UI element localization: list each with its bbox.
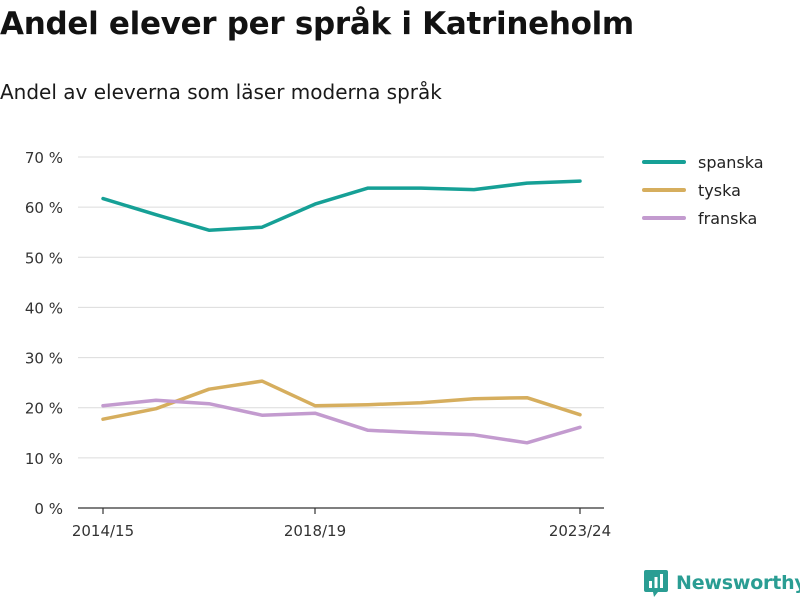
series-line-spanska: [101, 179, 582, 232]
y-tick-label: 20 %: [25, 400, 63, 418]
y-tick-label: 40 %: [25, 299, 63, 317]
brand-logo: Newsworthy: [644, 568, 800, 598]
x-tick-label: 2023/24: [549, 522, 611, 540]
legend-label: spanska: [698, 152, 764, 172]
y-tick-label: 70 %: [25, 149, 63, 167]
y-tick-label: 10 %: [25, 450, 63, 468]
legend-item-franska: franska: [642, 204, 764, 232]
chart-subtitle: Andel av eleverna som läser moderna språ…: [0, 80, 442, 104]
axes: 0 % 10 % 20 % 30 % 40 % 50 % 60 % 70 % 2014/15 20…: [25, 149, 611, 540]
x-tick-label: 2014/15: [72, 522, 134, 540]
legend-item-tyska: tyska: [642, 176, 764, 204]
series-lines: [101, 179, 582, 445]
chart-title: Andel elever per språk i Katrineholm: [0, 6, 634, 42]
legend-swatch: [642, 160, 686, 164]
legend-swatch: [642, 188, 686, 192]
newsworthy-logo-icon: [644, 570, 668, 597]
legend-label: franska: [698, 208, 758, 228]
series-line-franska: [101, 398, 582, 445]
legend-item-spanska: spanska: [642, 148, 764, 176]
y-tick-label: 50 %: [25, 249, 63, 267]
legend-label: tyska: [698, 180, 741, 200]
gridlines: [78, 156, 604, 459]
brand-name: Newsworthy: [676, 572, 800, 594]
legend: spanska tyska franska: [642, 148, 764, 232]
series-line-tyska: [101, 379, 582, 421]
y-tick-label: 60 %: [25, 199, 63, 217]
x-tick-label: 2018/19: [284, 522, 346, 540]
y-tick-label: 30 %: [25, 350, 63, 368]
y-tick-label: 0 %: [34, 500, 63, 518]
legend-swatch: [642, 216, 686, 220]
